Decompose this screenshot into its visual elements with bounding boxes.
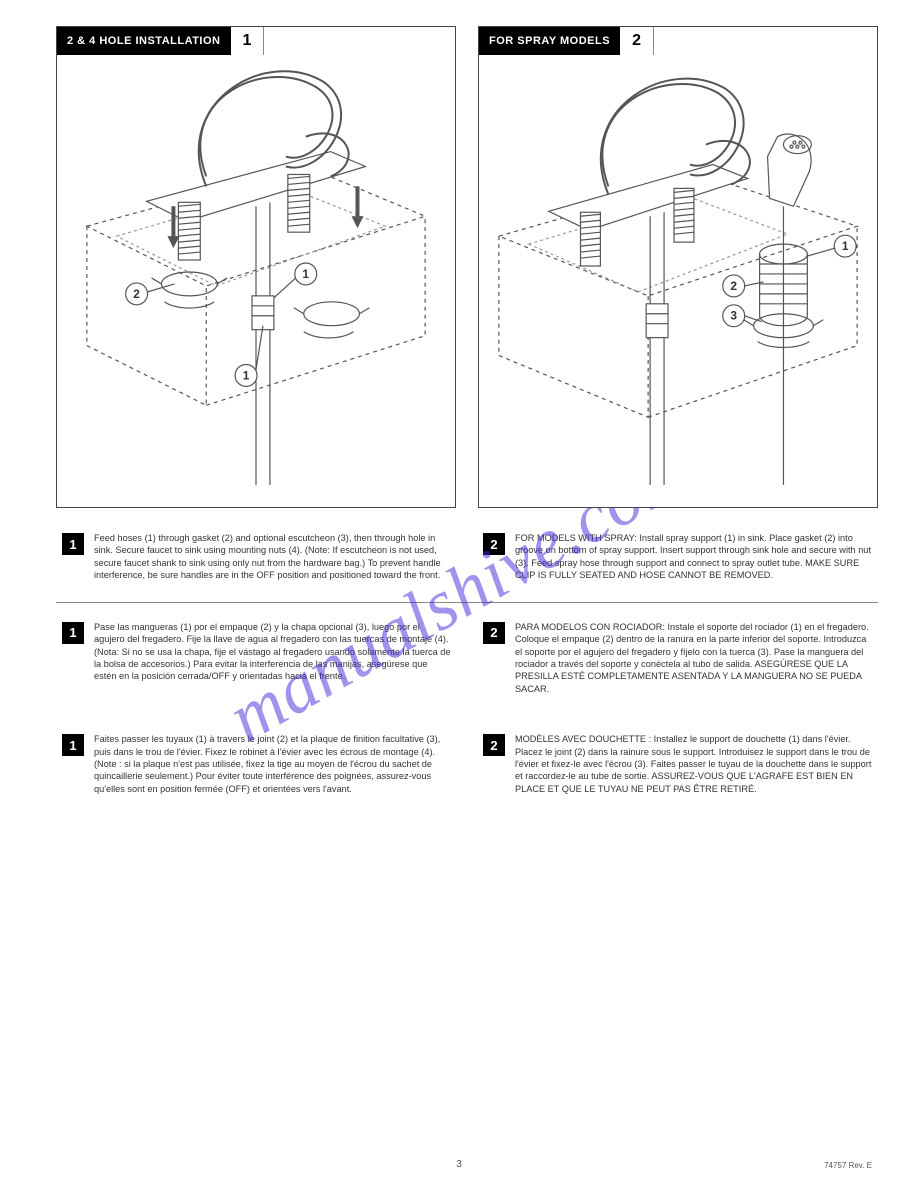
step-number: 1 [62,734,84,756]
step-text: Faites passer les tuyaux (1) à travers l… [94,733,451,795]
step-number: 2 [483,622,505,644]
instructions: 1 Feed hoses (1) through gasket (2) and … [56,514,878,815]
manual-page: manualshive.com 2 & 4 HOLE INSTALLATION … [0,0,918,1188]
lang-spanish-wrap: SPANISH / ESPAÑOL 1 Pase las mangueras (… [56,603,878,716]
figure-2: FOR SPRAY MODELS 2 [478,26,878,508]
step-number: 1 [62,622,84,644]
step-fr-1: 1 Faites passer les tuyaux (1) à travers… [62,733,451,795]
figure-1: 2 & 4 HOLE INSTALLATION 1 [56,26,456,508]
svg-text:1: 1 [842,239,849,253]
svg-text:2: 2 [133,287,140,301]
page-number: 3 [0,1159,918,1170]
step-number: 2 [483,734,505,756]
figures-row: 2 & 4 HOLE INSTALLATION 1 [56,26,878,508]
step-text: MODÈLES AVEC DOUCHETTE : Installez le su… [515,733,872,795]
lang-english: 1 Feed hoses (1) through gasket (2) and … [56,514,878,603]
svg-text:2: 2 [730,279,737,293]
figure-2-illustration: 1 2 3 [479,27,877,507]
lang-spanish: 1 Pase las mangueras (1) por el empaque … [56,603,878,716]
svg-text:1: 1 [243,368,250,382]
step-en-1: 1 Feed hoses (1) through gasket (2) and … [62,532,451,582]
step-es-2: 2 PARA MODELOS CON ROCIADOR: Instale el … [483,621,872,696]
document-code: 74757 Rev. E [824,1161,872,1170]
step-en-2: 2 FOR MODELS WITH SPRAY: Install spray s… [483,532,872,582]
step-text: FOR MODELS WITH SPRAY: Install spray sup… [515,532,872,582]
svg-text:3: 3 [730,309,737,323]
step-text: Pase las mangueras (1) por el empaque (2… [94,621,451,696]
step-es-1: 1 Pase las mangueras (1) por el empaque … [62,621,451,696]
step-number: 1 [62,533,84,555]
lang-french-wrap: 1 Faites passer les tuyaux (1) à travers… [56,715,878,815]
step-text: PARA MODELOS CON ROCIADOR: Instale el so… [515,621,872,696]
figure-1-illustration: 2 1 1 [57,27,455,507]
step-number: 2 [483,533,505,555]
step-text: Feed hoses (1) through gasket (2) and op… [94,532,451,582]
step-fr-2: 2 MODÈLES AVEC DOUCHETTE : Installez le … [483,733,872,795]
svg-text:1: 1 [302,267,309,281]
lang-french: 1 Faites passer les tuyaux (1) à travers… [56,715,878,815]
